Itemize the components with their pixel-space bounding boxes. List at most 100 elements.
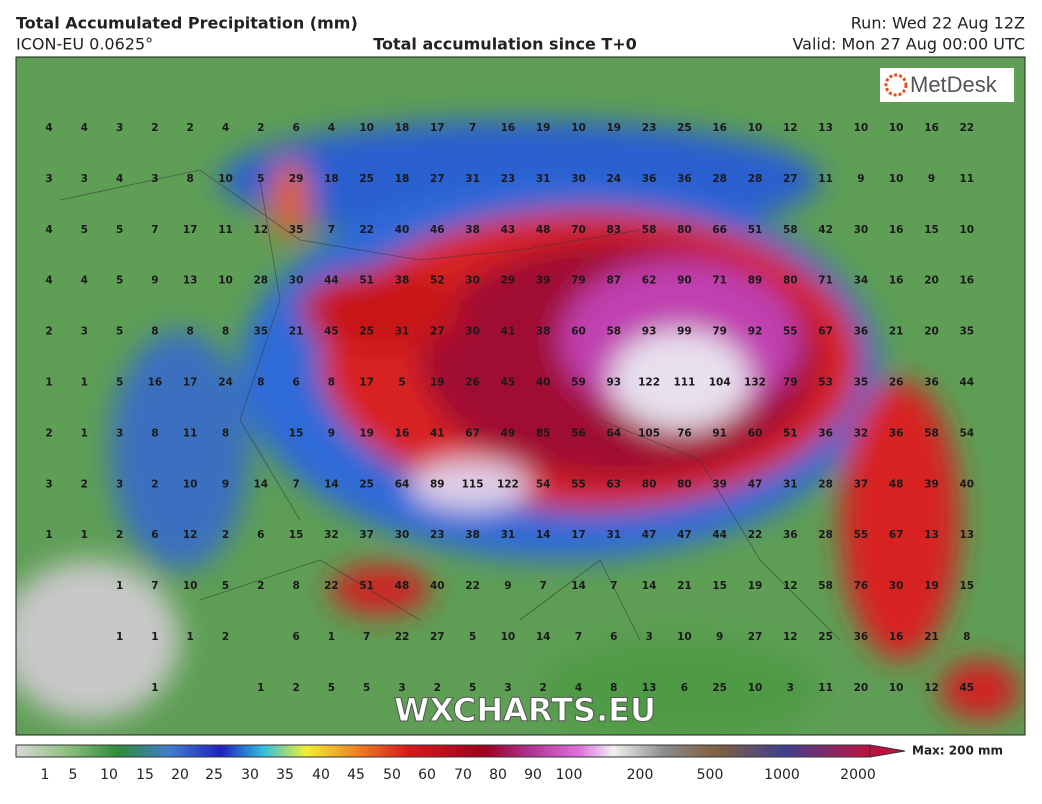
grid-value: 12: [783, 122, 798, 134]
grid-value: 3: [787, 682, 794, 694]
grid-value: 111: [673, 377, 695, 389]
grid-value: 3: [116, 427, 123, 439]
grid-value: 22: [359, 224, 374, 236]
grid-value: 22: [748, 529, 763, 541]
grid-value: 23: [430, 529, 445, 541]
grid-value: 93: [642, 326, 657, 338]
grid-value: 2: [81, 478, 88, 490]
grid-value: 2: [222, 529, 229, 541]
grid-value: 35: [959, 326, 974, 338]
grid-value: 5: [469, 631, 476, 643]
grid-value: 7: [540, 580, 547, 592]
grid-value: 8: [222, 326, 229, 338]
grid-value: 6: [681, 682, 688, 694]
grid-value: 22: [959, 122, 974, 134]
grid-value: 90: [677, 275, 692, 287]
colorbar-label: 15: [136, 767, 154, 783]
grid-value: 34: [854, 275, 869, 287]
grid-value: 38: [465, 529, 480, 541]
grid-value: 7: [363, 631, 370, 643]
grid-value: 51: [359, 580, 374, 592]
grid-value: 54: [536, 478, 551, 490]
grid-value: 91: [712, 427, 727, 439]
grid-value: 4: [45, 122, 52, 134]
grid-value: 5: [328, 682, 335, 694]
grid-value: 79: [712, 326, 727, 338]
grid-value: 35: [854, 377, 869, 389]
grid-value: 76: [854, 580, 869, 592]
grid-value: 18: [395, 173, 410, 185]
grid-value: 17: [359, 377, 374, 389]
grid-value: 25: [677, 122, 692, 134]
colorbar-max: Max: 200 mm: [912, 744, 1003, 758]
colorbar-label: 2000: [840, 767, 876, 783]
grid-value: 11: [183, 427, 198, 439]
grid-values: 4 4 3 2 2 4 2 6 4 10 18 17 7 16 19 10 19 23 25 16 10 12 13 10 10…: [45, 122, 974, 694]
grid-value: 28: [818, 478, 833, 490]
grid-value: 27: [783, 173, 798, 185]
colorbar-label: 10: [100, 767, 118, 783]
grid-value: 54: [959, 427, 974, 439]
grid-value: 70: [571, 224, 586, 236]
grid-value: 7: [610, 580, 617, 592]
grid-value: 32: [854, 427, 869, 439]
grid-value: 6: [292, 122, 299, 134]
grid-value: 36: [854, 326, 869, 338]
grid-value: 38: [465, 224, 480, 236]
grid-value: 35: [253, 326, 268, 338]
grid-value: 55: [854, 529, 869, 541]
grid-value: 1: [81, 377, 88, 389]
grid-value: 10: [748, 682, 763, 694]
grid-value: 26: [465, 377, 480, 389]
colorbar-label: 90: [524, 767, 542, 783]
grid-value: 76: [677, 427, 692, 439]
grid-value: 1: [45, 377, 52, 389]
grid-value: 36: [642, 173, 657, 185]
grid-value: 4: [222, 122, 229, 134]
grid-value: 3: [45, 478, 52, 490]
grid-value: 15: [712, 580, 727, 592]
grid-value: 80: [677, 478, 692, 490]
grid-value: 92: [748, 326, 763, 338]
grid-value: 25: [359, 326, 374, 338]
grid-value: 31: [536, 173, 551, 185]
grid-value: 22: [395, 631, 410, 643]
grid-value: 93: [606, 377, 621, 389]
grid-value: 13: [183, 275, 198, 287]
grid-value: 6: [292, 377, 299, 389]
grid-value: 10: [571, 122, 586, 134]
grid-value: 132: [744, 377, 766, 389]
grid-value: 8: [151, 427, 158, 439]
colorbar-label: 25: [205, 767, 223, 783]
grid-value: 3: [398, 682, 405, 694]
grid-value: 1: [187, 631, 194, 643]
grid-value: 3: [645, 631, 652, 643]
grid-value: 28: [712, 173, 727, 185]
grid-value: 14: [536, 631, 551, 643]
grid-value: 52: [430, 275, 445, 287]
grid-value: 28: [748, 173, 763, 185]
grid-value: 1: [328, 631, 335, 643]
grid-value: 10: [501, 631, 516, 643]
grid-value: 79: [783, 377, 798, 389]
watermark: WXCHARTS.EU: [394, 691, 656, 729]
colorbar-label: 5: [69, 767, 78, 783]
grid-value: 4: [328, 122, 335, 134]
grid-value: 9: [928, 173, 935, 185]
grid-value: 80: [783, 275, 798, 287]
grid-value: 40: [395, 224, 410, 236]
grid-value: 23: [501, 173, 516, 185]
grid-value: 7: [151, 580, 158, 592]
colorbar-label: 20: [171, 767, 189, 783]
grid-value: 12: [183, 529, 198, 541]
logo: MetDesk: [910, 72, 998, 97]
grid-value: 16: [889, 631, 904, 643]
grid-value: 14: [253, 478, 268, 490]
grid-value: 9: [857, 173, 864, 185]
grid-value: 8: [963, 631, 970, 643]
grid-value: 36: [783, 529, 798, 541]
grid-value: 9: [222, 478, 229, 490]
grid-value: 17: [430, 122, 445, 134]
grid-value: 8: [151, 326, 158, 338]
grid-value: 1: [116, 631, 123, 643]
